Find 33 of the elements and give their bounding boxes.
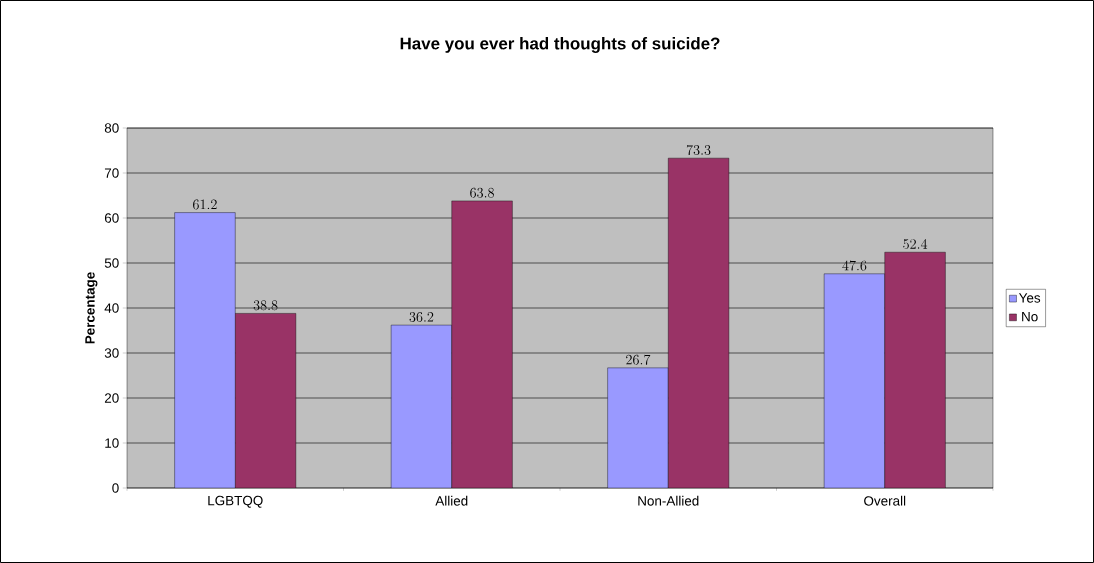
bar (884, 252, 946, 488)
bar (390, 324, 452, 488)
data-label: 63.8 (470, 187, 494, 198)
y-tick-label: 80 (104, 123, 119, 133)
data-label: 47.6 (842, 260, 867, 271)
bar (451, 200, 513, 488)
x-tick-label: Overall (864, 495, 906, 506)
data-label: 61 .2 (193, 199, 217, 210)
data-label: 38.8 (253, 300, 278, 311)
y-tick-label: 50 (104, 258, 119, 268)
y-tick-label: 60 (104, 213, 119, 223)
x-tick-label: Allied (435, 495, 468, 506)
y-tick-label: 10 (105, 438, 119, 448)
y-tick-label: 20 (104, 393, 119, 403)
data-label: 26.7 (626, 354, 651, 365)
data-label: 36.2 (409, 312, 434, 322)
bar (668, 157, 730, 488)
y-tick-label: 0 (112, 483, 119, 493)
bar (823, 273, 885, 488)
data-label: 73.3 (686, 144, 711, 155)
bar (174, 212, 236, 488)
x-tick-label: Non-Allied (638, 495, 699, 506)
bar (235, 313, 297, 488)
x-tick-label: LGBTQQ (208, 495, 263, 508)
bar (607, 367, 669, 488)
chart-title: Have you ever had thoughts of suicide? (400, 37, 720, 53)
y-axis-title: Percentage (85, 272, 98, 344)
data-label: 52.4 (903, 238, 928, 249)
legend-label: No (1022, 312, 1038, 322)
y-tick-label: 40 (104, 303, 119, 313)
legend-label: Yes (1018, 293, 1041, 303)
y-tick-label: 70 (104, 168, 119, 178)
y-tick-label: 30 (104, 348, 119, 358)
